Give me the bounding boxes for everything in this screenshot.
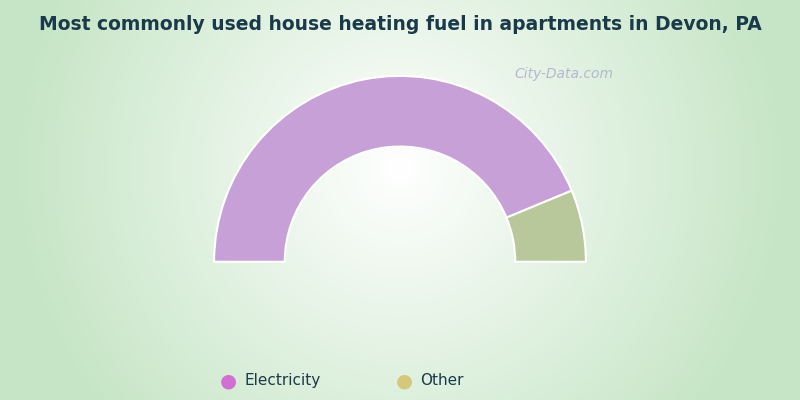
Text: Most commonly used house heating fuel in apartments in Devon, PA: Most commonly used house heating fuel in…	[38, 14, 762, 34]
Text: City-Data.com: City-Data.com	[514, 66, 614, 80]
Text: Other: Other	[420, 373, 463, 388]
Text: ●: ●	[395, 371, 413, 390]
Wedge shape	[214, 76, 572, 262]
Text: ●: ●	[219, 371, 237, 390]
Text: Electricity: Electricity	[244, 373, 320, 388]
Wedge shape	[506, 191, 586, 262]
